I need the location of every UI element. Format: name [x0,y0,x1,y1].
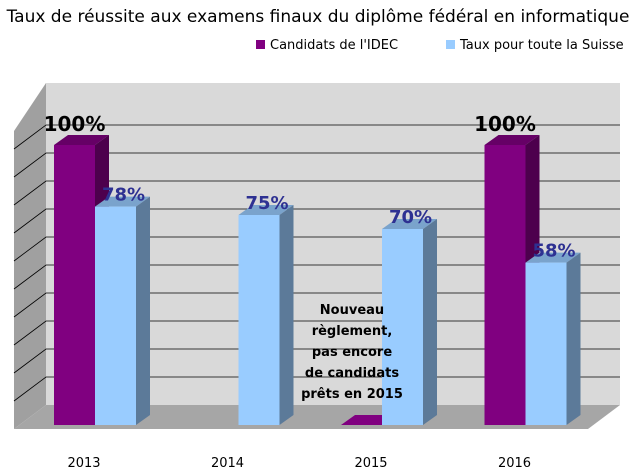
bar-top [238,205,294,215]
back-wall [46,83,620,405]
value-label: 58% [532,241,575,262]
gridline [13,180,620,206]
chart-title: Taux de réussite aux examens finaux du d… [6,7,630,27]
bar-side [136,196,150,425]
legend-label-idec: Candidats de l'IDEC [270,38,398,53]
bar-2015-suisse [382,229,423,425]
legend-swatch-suisse [446,40,455,49]
bar-2016-suisse [525,262,567,425]
gridline [13,124,620,150]
bar-side [279,205,294,425]
bar-side [423,219,437,425]
value-label: 75% [245,193,288,214]
legend: Candidats de l'IDEC Taux pour toute la S… [256,38,624,53]
bar-top [54,135,109,145]
bar-top [525,252,581,263]
bar-2014-suisse [238,215,280,425]
annotation-line: prêts en 2015 [301,387,403,402]
legend-label-suisse: Taux pour toute la Suisse [459,38,624,53]
x-tick-2014: 2014 [211,456,244,471]
bar-top [382,219,437,229]
gridline [13,208,620,234]
annotation-line: pas encore [312,345,392,360]
floor [14,405,620,429]
bar-2016-idec [484,145,526,425]
side-wall [14,83,46,429]
value-label: 100% [44,112,106,136]
annotation-line: règlement, [312,324,393,339]
bar-2013-idec [54,145,95,425]
x-tick-2013: 2013 [67,456,100,471]
annotation-line: de candidats [305,366,399,381]
value-label: 70% [389,207,432,228]
bar-top [484,135,540,145]
bar-2013-suisse [95,206,136,425]
bar-top [95,196,150,207]
annotation-2015: Nouveau règlement, pas encore de candidats p… [301,303,403,402]
bars [54,135,581,425]
legend-swatch-idec [256,40,265,49]
x-tick-2016: 2016 [498,456,531,471]
x-tick-2015: 2015 [354,456,387,471]
value-labels: 100% 78% 75% 70% 100% 58% [44,112,576,262]
bar-side [566,252,581,425]
value-label: 100% [474,112,536,136]
value-label: 78% [102,185,145,206]
x-axis-ticks: 2013 2014 2015 2016 [67,456,531,471]
annotation-line: Nouveau [320,303,384,318]
plot-area [14,83,620,429]
gridline [13,152,620,178]
